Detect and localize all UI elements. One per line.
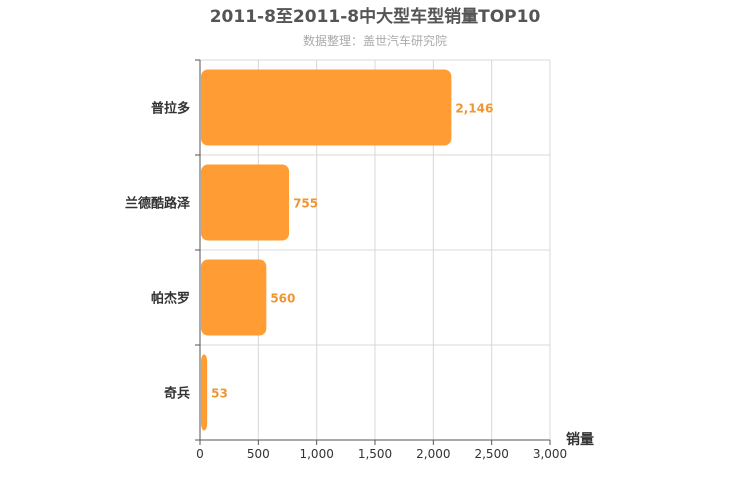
bar [201, 164, 290, 241]
axes [195, 59, 551, 445]
bars [201, 69, 452, 431]
data-label: 53 [211, 387, 228, 401]
category-label: 奇兵 [164, 386, 190, 402]
category-label: 帕杰罗 [151, 291, 190, 307]
x-tick-label: 2,000 [416, 447, 450, 461]
x-tick-label: 500 [247, 447, 270, 461]
x-tick-label: 2,500 [474, 447, 508, 461]
x-tick-label: 0 [196, 447, 204, 461]
labels: 普拉多 2,146 兰德酷路泽 755 帕杰罗 560 奇兵 53 0 500 1,000 1,500… [125, 101, 567, 462]
category-label: 兰德酷路泽 [125, 196, 191, 212]
data-label: 755 [293, 197, 318, 211]
chart-subtitle: 数据整理：盖世汽车研究院 [303, 33, 447, 48]
x-tick-label: 1,000 [299, 447, 333, 461]
x-axis-title: 销量 [566, 431, 594, 448]
bar [201, 354, 208, 431]
bar [201, 69, 452, 146]
x-tick-label: 1,500 [358, 447, 392, 461]
chart-title: 2011-8至2011-8中大型车型销量TOP10 [210, 6, 541, 27]
category-label: 普拉多 [151, 101, 190, 117]
data-label: 560 [270, 292, 295, 306]
data-label: 2,146 [455, 102, 493, 116]
bar [201, 259, 267, 336]
x-tick-label: 3,000 [533, 447, 567, 461]
